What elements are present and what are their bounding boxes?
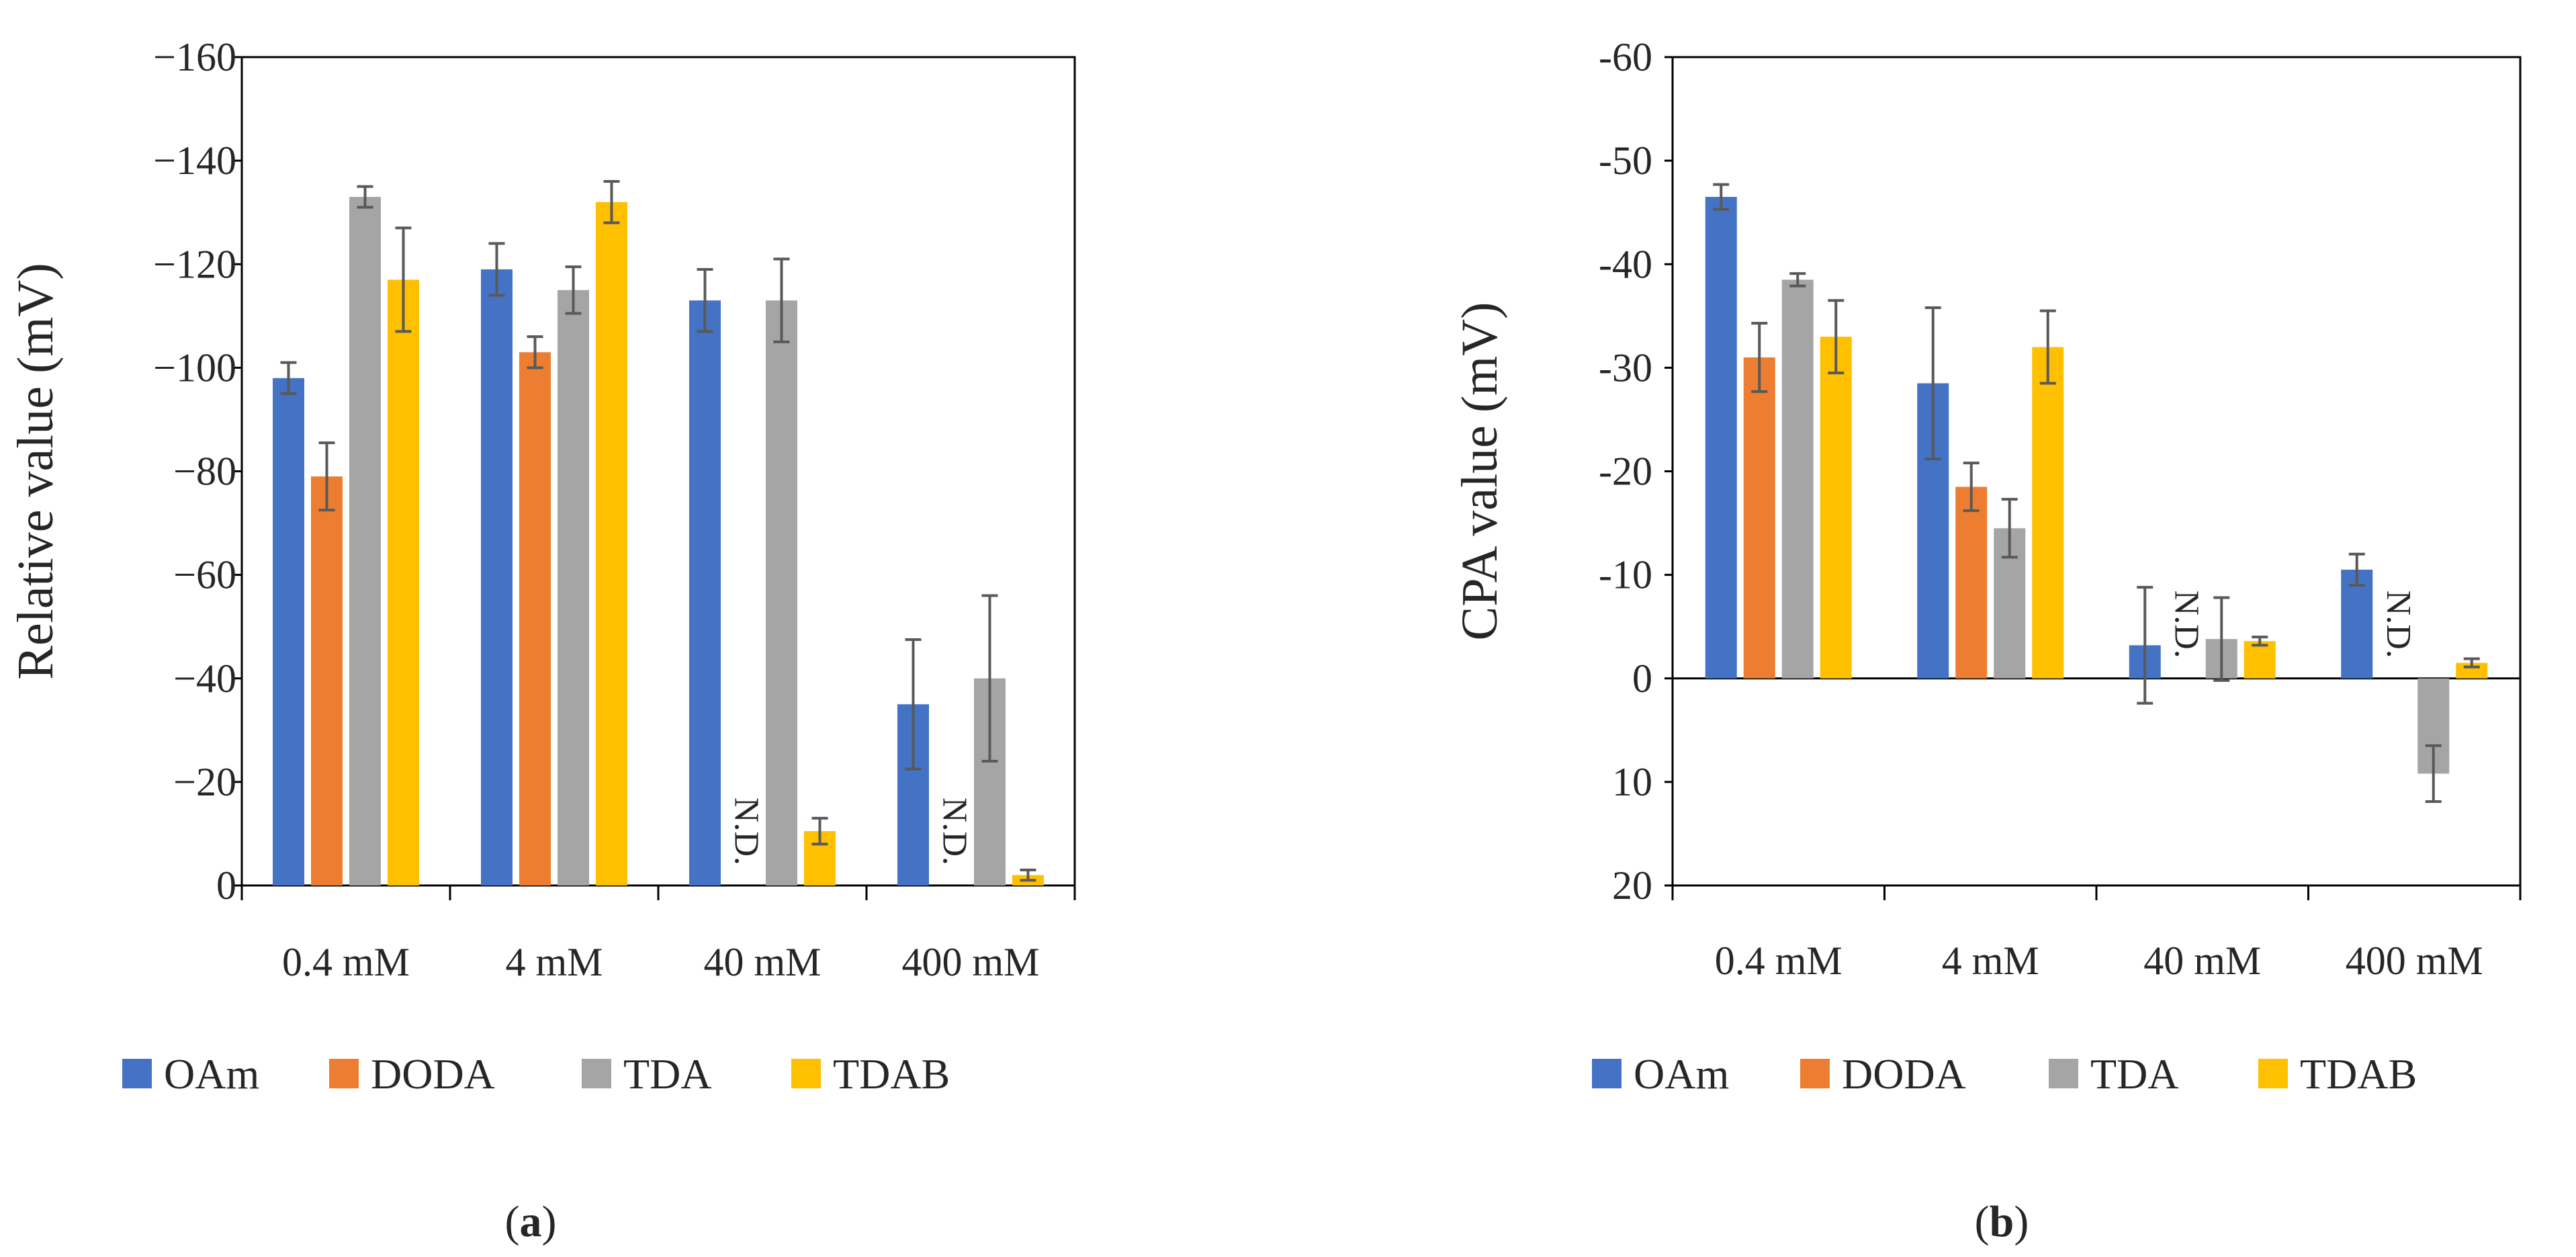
y-tick-label: −40 <box>173 656 236 701</box>
y-axis-title: Relative value (mV) <box>7 263 64 679</box>
bar-doda <box>1743 357 1775 679</box>
bar-oam <box>2341 569 2373 679</box>
legend-swatch-oam <box>122 1059 152 1088</box>
legend-swatch-doda <box>329 1059 359 1088</box>
category-label: 400 mM <box>2346 939 2483 983</box>
legend-label-tdab: TDAB <box>833 1050 950 1098</box>
panel-label: (a) <box>505 1197 557 1246</box>
y-tick-label: −140 <box>153 138 236 183</box>
category-label: 0.4 mM <box>282 940 410 984</box>
legend-swatch-doda <box>1800 1059 1830 1088</box>
panel-a-legend: OAm DODA TDA TDAB <box>122 1050 950 1098</box>
y-tick-label: −20 <box>173 760 236 804</box>
y-tick-label: -50 <box>1599 138 1652 183</box>
bar-tdab <box>388 279 419 885</box>
bar-oam <box>481 269 513 885</box>
bar-tdab <box>2032 347 2064 679</box>
bar-oam <box>689 300 721 886</box>
category-label: 400 mM <box>901 940 1039 984</box>
bar-oam <box>1705 197 1737 679</box>
legend-label-oam: OAm <box>164 1050 259 1098</box>
chart-panel-b: 20 10 0 -10 -20 -30 -40 -50 -60 CPA value (mV) 0.4… <box>1452 35 2522 1246</box>
y-tick-label: −80 <box>173 449 236 494</box>
nd-annotation: N.D. <box>936 797 974 865</box>
y-tick-label: 0 <box>216 863 236 908</box>
y-tick-label: −60 <box>173 553 236 597</box>
category-label: 4 mM <box>505 940 603 984</box>
legend-swatch-oam <box>1592 1059 1622 1088</box>
y-tick-label: -40 <box>1599 242 1652 286</box>
category-label: 40 mM <box>2143 939 2261 983</box>
bar-tda <box>766 300 797 886</box>
bar-tda <box>1781 279 1814 679</box>
y-tick-label: −100 <box>153 345 236 390</box>
bar-tdab <box>2244 641 2276 679</box>
bar-tdab <box>1820 337 1852 679</box>
category-label: 40 mM <box>703 940 821 984</box>
y-tick-label: 20 <box>1612 863 1652 908</box>
legend-label-doda: DODA <box>371 1050 495 1098</box>
y-tick-label: -20 <box>1599 449 1652 494</box>
bar-tdab <box>596 202 627 885</box>
legend-label-oam: OAm <box>1634 1050 1729 1098</box>
bar-oam <box>273 378 304 885</box>
bar-doda <box>1955 486 1988 679</box>
category-label: 0.4 mM <box>1715 939 1842 983</box>
legend-swatch-tdab <box>791 1059 821 1088</box>
chart-panel-a: 0 −20 −40 −60 −80 −100 −120 −140 −160 Relative va… <box>7 35 1076 1246</box>
panel-label: (b) <box>1975 1197 2029 1246</box>
legend-label-tdab: TDAB <box>2300 1050 2417 1098</box>
bar-tda <box>558 290 589 885</box>
y-tick-label: -60 <box>1599 35 1652 79</box>
y-tick-label: −120 <box>153 242 236 286</box>
legend-label-doda: DODA <box>1842 1050 1966 1098</box>
legend-label-tda: TDA <box>623 1050 712 1098</box>
nd-annotation: N.D. <box>2379 591 2417 658</box>
y-tick-label: -10 <box>1599 553 1652 597</box>
bar-tda <box>349 197 381 886</box>
panel-b-legend: OAm DODA TDA TDAB <box>1592 1050 2417 1098</box>
y-axis-title: CPA value (mV) <box>1452 302 1508 641</box>
category-label: 4 mM <box>1942 939 2039 983</box>
y-tick-label: -30 <box>1599 345 1652 390</box>
legend-swatch-tda <box>582 1059 611 1088</box>
legend-label-tda: TDA <box>2090 1050 2179 1098</box>
nd-annotation: N.D. <box>727 797 766 865</box>
bar-doda <box>311 476 343 885</box>
bar-doda <box>519 352 551 885</box>
y-tick-label: −160 <box>153 35 236 79</box>
legend-swatch-tdab <box>2258 1059 2288 1088</box>
legend-swatch-tda <box>2049 1059 2078 1088</box>
y-tick-label: 10 <box>1612 760 1652 804</box>
nd-annotation: N.D. <box>2167 591 2205 658</box>
y-tick-label: 0 <box>1632 656 1652 701</box>
